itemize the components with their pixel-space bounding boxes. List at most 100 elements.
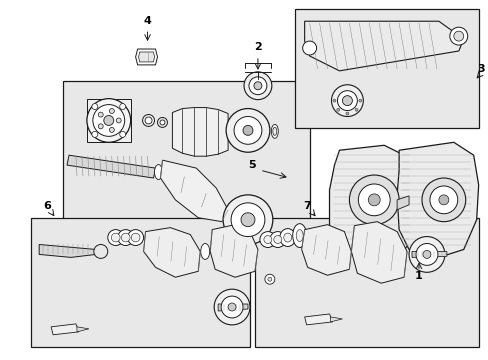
Ellipse shape xyxy=(269,231,285,247)
Ellipse shape xyxy=(283,233,291,242)
Circle shape xyxy=(98,112,103,117)
Circle shape xyxy=(408,237,444,272)
Polygon shape xyxy=(63,81,309,269)
Polygon shape xyxy=(160,160,227,222)
Ellipse shape xyxy=(273,235,281,243)
Polygon shape xyxy=(135,49,157,65)
Ellipse shape xyxy=(142,114,154,126)
Circle shape xyxy=(453,31,463,41)
Circle shape xyxy=(92,131,98,137)
Polygon shape xyxy=(304,21,463,71)
Polygon shape xyxy=(210,225,257,277)
Circle shape xyxy=(415,243,437,265)
Polygon shape xyxy=(330,317,342,322)
Circle shape xyxy=(234,117,262,144)
Ellipse shape xyxy=(118,230,133,246)
Circle shape xyxy=(248,77,266,95)
Polygon shape xyxy=(351,222,406,283)
Ellipse shape xyxy=(264,235,271,243)
Circle shape xyxy=(331,85,363,117)
Circle shape xyxy=(336,108,339,111)
Text: 1: 1 xyxy=(414,271,422,281)
Polygon shape xyxy=(396,142,478,257)
Circle shape xyxy=(243,125,252,135)
Polygon shape xyxy=(304,314,332,325)
Ellipse shape xyxy=(121,233,130,242)
Polygon shape xyxy=(39,244,96,257)
Text: 3: 3 xyxy=(476,64,484,74)
Ellipse shape xyxy=(127,230,143,246)
Circle shape xyxy=(449,27,467,45)
Circle shape xyxy=(116,118,121,123)
Ellipse shape xyxy=(111,233,120,242)
Text: 2: 2 xyxy=(254,42,261,52)
Ellipse shape xyxy=(272,127,276,135)
Circle shape xyxy=(358,184,389,216)
Polygon shape xyxy=(301,225,351,275)
Polygon shape xyxy=(138,52,154,62)
Circle shape xyxy=(241,213,254,227)
Circle shape xyxy=(267,277,271,281)
Polygon shape xyxy=(329,145,413,260)
Polygon shape xyxy=(396,196,408,210)
Circle shape xyxy=(103,116,114,125)
Ellipse shape xyxy=(154,165,162,180)
Circle shape xyxy=(438,195,448,205)
Polygon shape xyxy=(51,324,79,335)
Circle shape xyxy=(367,194,380,206)
Ellipse shape xyxy=(260,231,275,247)
Ellipse shape xyxy=(201,243,209,260)
Circle shape xyxy=(227,303,236,311)
Circle shape xyxy=(93,105,124,136)
Ellipse shape xyxy=(107,230,123,246)
Polygon shape xyxy=(411,251,446,257)
Ellipse shape xyxy=(131,233,140,242)
Circle shape xyxy=(92,104,98,109)
Ellipse shape xyxy=(279,229,295,247)
Circle shape xyxy=(337,91,357,111)
Circle shape xyxy=(120,104,125,109)
Circle shape xyxy=(225,109,269,152)
Circle shape xyxy=(264,274,274,284)
Polygon shape xyxy=(77,327,89,332)
Text: 5: 5 xyxy=(247,160,255,170)
Polygon shape xyxy=(218,304,247,311)
Polygon shape xyxy=(172,108,227,156)
Ellipse shape xyxy=(157,117,167,127)
Ellipse shape xyxy=(271,125,278,138)
Ellipse shape xyxy=(296,230,303,242)
Circle shape xyxy=(332,99,335,102)
Circle shape xyxy=(98,124,103,129)
Circle shape xyxy=(94,244,107,258)
Text: 4: 4 xyxy=(143,16,151,26)
Circle shape xyxy=(358,99,361,102)
Ellipse shape xyxy=(145,117,152,124)
Polygon shape xyxy=(87,99,130,142)
Polygon shape xyxy=(143,228,200,277)
Circle shape xyxy=(221,296,243,318)
Text: 7: 7 xyxy=(302,201,310,211)
Circle shape xyxy=(354,108,357,111)
Circle shape xyxy=(349,175,398,225)
Circle shape xyxy=(253,82,262,90)
Text: 6: 6 xyxy=(43,201,51,211)
Circle shape xyxy=(120,131,125,137)
Circle shape xyxy=(223,195,272,244)
Circle shape xyxy=(244,72,271,100)
Bar xyxy=(254,218,478,347)
Ellipse shape xyxy=(292,224,306,247)
Circle shape xyxy=(214,289,249,325)
Circle shape xyxy=(302,41,316,55)
Circle shape xyxy=(342,96,352,105)
Circle shape xyxy=(109,109,114,113)
Circle shape xyxy=(109,127,114,132)
Polygon shape xyxy=(67,155,155,178)
Circle shape xyxy=(231,203,264,237)
Bar xyxy=(294,9,478,129)
Ellipse shape xyxy=(160,120,164,125)
Bar xyxy=(31,218,249,347)
Circle shape xyxy=(87,99,130,142)
Circle shape xyxy=(429,186,457,214)
Circle shape xyxy=(421,178,465,222)
Circle shape xyxy=(422,251,430,258)
